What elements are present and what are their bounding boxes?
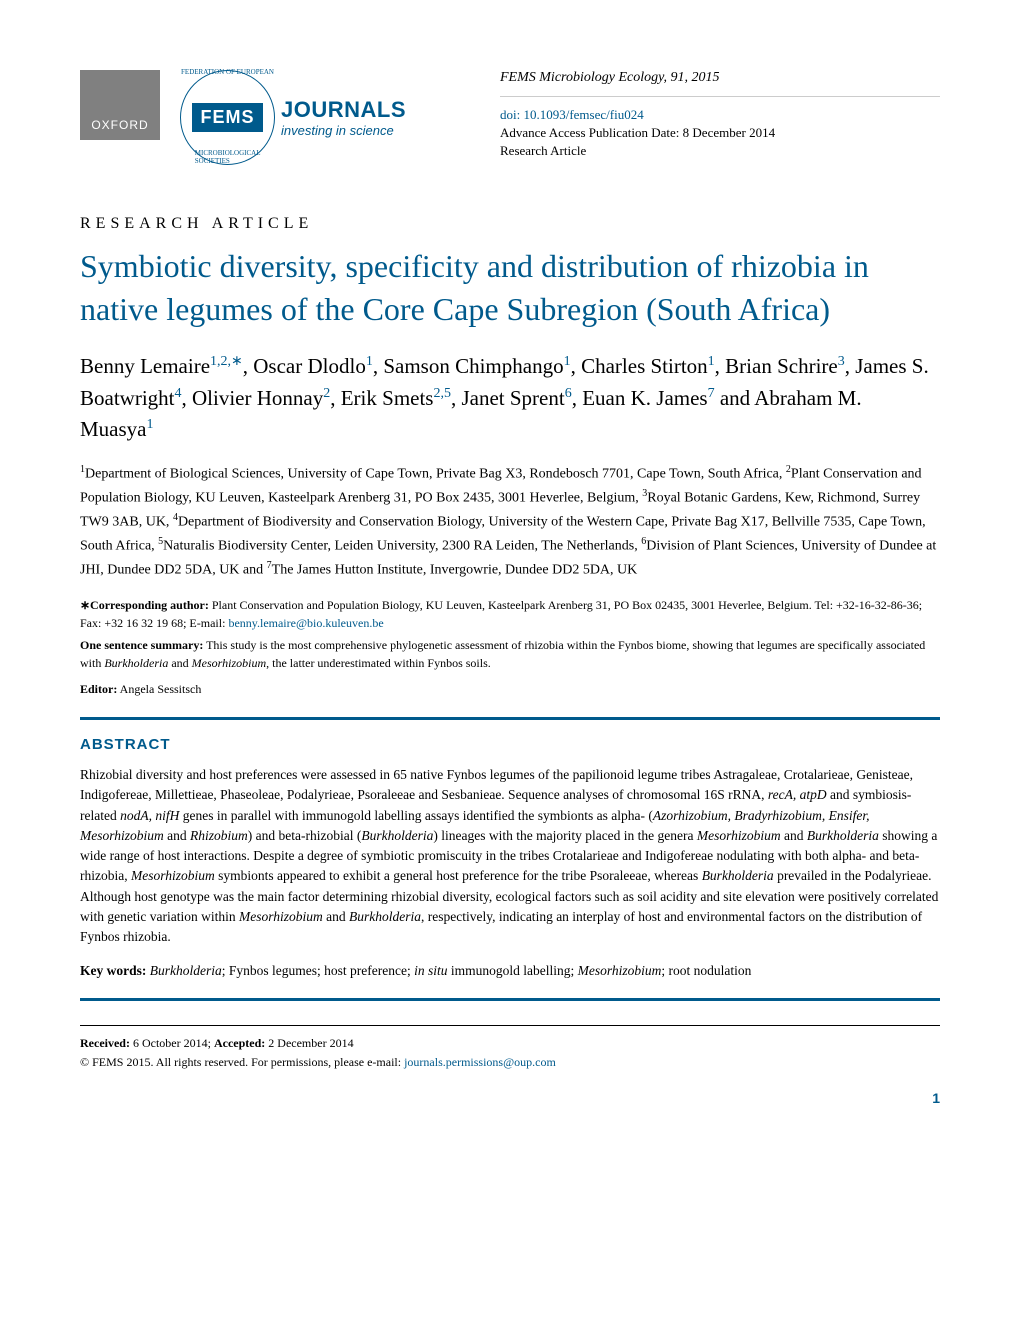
page-container: OXFORD FEDERATION OF EUROPEAN FEMS MICRO… [0,0,1020,1146]
fems-circle-icon: FEDERATION OF EUROPEAN FEMS MICROBIOLOGI… [180,70,275,165]
doi-link[interactable]: doi: 10.1093/femsec/fiu024 [500,107,940,123]
footer-divider [80,1025,940,1026]
oxford-label: OXFORD [91,118,148,132]
abstract-text: Rhizobial diversity and host preferences… [80,765,940,947]
keywords: Key words: Burkholderia; Fynbos legumes;… [80,961,940,981]
article-type-label: RESEARCH ARTICLE [80,215,940,233]
blue-divider-top [80,717,940,720]
journals-main-label: JOURNALS [281,97,406,123]
authors-list: Benny Lemaire1,2,∗, Oscar Dlodlo1, Samso… [80,351,940,446]
fems-logo: FEDERATION OF EUROPEAN FEMS MICROBIOLOGI… [180,70,406,165]
header: OXFORD FEDERATION OF EUROPEAN FEMS MICRO… [80,70,940,165]
journal-citation: FEMS Microbiology Ecology, 91, 2015 [500,70,940,86]
affiliations: 1Department of Biological Sciences, Univ… [80,462,940,582]
advance-date: Advance Access Publication Date: 8 Decem… [500,125,940,141]
fems-circle-bottom-text: MICROBIOLOGICAL SOCIETIES [195,149,260,165]
header-right: FEMS Microbiology Ecology, 91, 2015 doi:… [500,70,940,159]
journals-text-block: JOURNALS investing in science [281,97,406,138]
oxford-logo: OXFORD [80,70,160,140]
received-date: Received: 6 October 2014; Accepted: 2 De… [80,1036,940,1051]
page-number: 1 [80,1090,940,1106]
corresponding-author: ∗Corresponding author: Plant Conservatio… [80,596,940,632]
header-divider [500,96,940,97]
one-sentence-summary: One sentence summary: This study is the … [80,636,940,672]
article-type-small: Research Article [500,143,940,159]
fems-box-label: FEMS [192,103,262,132]
journals-sub-label: investing in science [281,123,406,138]
article-title: Symbiotic diversity, specificity and dis… [80,245,940,331]
editor: Editor: Angela Sessitsch [80,682,940,697]
blue-divider-bottom [80,998,940,1001]
abstract-heading: ABSTRACT [80,736,940,753]
copyright: © FEMS 2015. All rights reserved. For pe… [80,1055,940,1070]
